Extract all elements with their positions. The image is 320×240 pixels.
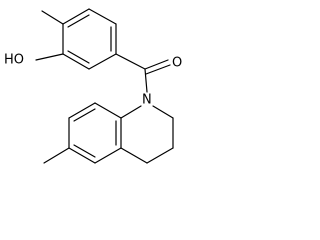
bonds xyxy=(35,8,174,164)
structure-diagram: HO O N xyxy=(4,8,182,164)
atom-label: N xyxy=(142,93,152,108)
atom-label: HO xyxy=(4,53,24,68)
atom-label: O xyxy=(172,56,182,71)
